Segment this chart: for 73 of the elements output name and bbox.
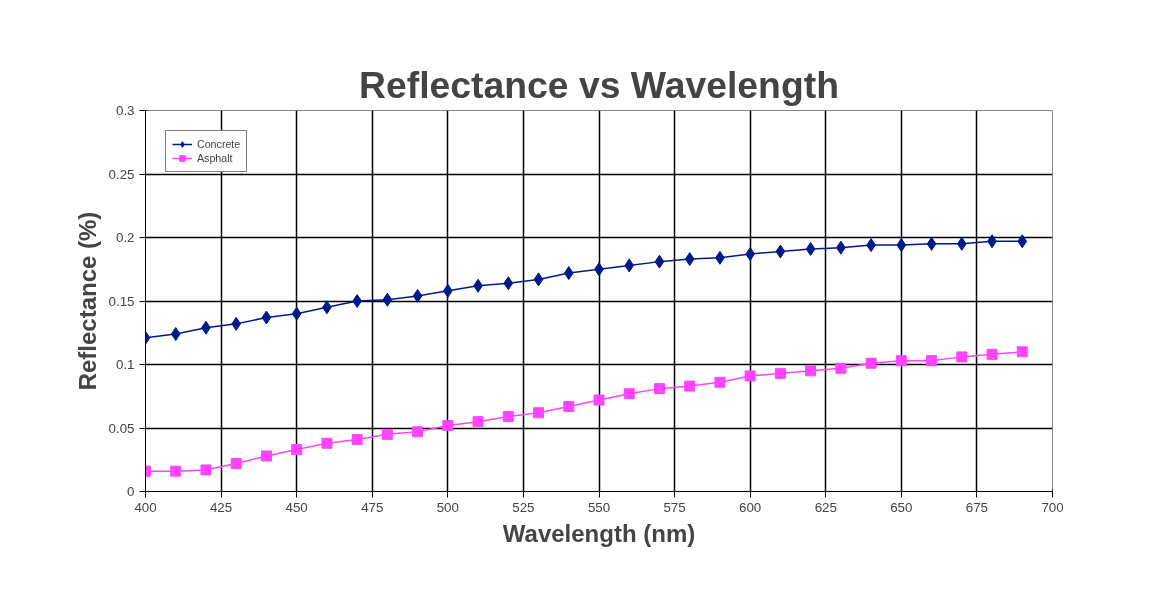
x-tick-label: 575 bbox=[663, 499, 686, 515]
point bbox=[835, 362, 847, 374]
point bbox=[896, 238, 907, 253]
point bbox=[502, 411, 514, 423]
x-tick-label: 675 bbox=[965, 499, 989, 515]
point bbox=[775, 244, 786, 259]
point bbox=[261, 310, 272, 325]
point bbox=[563, 400, 575, 412]
x-axis-title: Wavelength (nm) bbox=[502, 519, 696, 547]
point bbox=[170, 465, 182, 477]
y-tick-label: 0.05 bbox=[108, 420, 135, 436]
point bbox=[956, 351, 968, 363]
point bbox=[1016, 346, 1028, 358]
point bbox=[412, 426, 424, 438]
x-tick-label: 500 bbox=[436, 499, 459, 515]
y-tick-label: 0.1 bbox=[115, 357, 135, 372]
point bbox=[926, 355, 938, 367]
point bbox=[230, 458, 242, 470]
point bbox=[533, 272, 544, 287]
point bbox=[563, 266, 574, 281]
point bbox=[593, 394, 605, 406]
point bbox=[533, 407, 545, 419]
point bbox=[231, 316, 242, 331]
legend-label: Concrete bbox=[197, 137, 241, 151]
point bbox=[351, 433, 363, 445]
point bbox=[381, 428, 393, 440]
point bbox=[412, 288, 423, 303]
point bbox=[472, 416, 484, 428]
point bbox=[684, 380, 696, 392]
y-tick-label: 0.15 bbox=[108, 293, 135, 309]
y-axis-title: Reflectance (%) bbox=[73, 211, 101, 391]
point bbox=[865, 357, 877, 369]
point bbox=[260, 450, 272, 462]
x-tick-label: 700 bbox=[1041, 499, 1064, 515]
point bbox=[291, 444, 303, 456]
x-tick-label: 650 bbox=[890, 499, 913, 515]
x-tick-label: 625 bbox=[814, 499, 837, 515]
point bbox=[170, 327, 181, 342]
x-tick-label: 600 bbox=[739, 499, 762, 515]
x-tick-label: 450 bbox=[285, 499, 308, 515]
point bbox=[503, 276, 514, 291]
point bbox=[200, 464, 212, 476]
point bbox=[774, 367, 786, 379]
chart-title: Reflectance vs Wavelength bbox=[359, 63, 839, 106]
point bbox=[744, 370, 756, 382]
x-tick-label: 475 bbox=[361, 499, 384, 515]
point bbox=[956, 236, 967, 251]
point bbox=[986, 348, 998, 360]
y-tick-label: 0.3 bbox=[115, 103, 135, 118]
y-tick-label: 0.2 bbox=[115, 230, 135, 245]
point bbox=[926, 236, 937, 251]
legend-label: Asphalt bbox=[197, 151, 233, 165]
point bbox=[1017, 234, 1028, 249]
point bbox=[805, 365, 817, 377]
point bbox=[623, 388, 635, 400]
point bbox=[654, 254, 665, 269]
point bbox=[805, 241, 816, 256]
point bbox=[352, 294, 362, 308]
y-tick-label: 0 bbox=[127, 484, 135, 499]
x-tick-label: 525 bbox=[512, 499, 535, 515]
point bbox=[895, 355, 907, 367]
point bbox=[624, 258, 635, 273]
point bbox=[714, 376, 726, 388]
y-tick-label: 0.25 bbox=[108, 166, 135, 182]
x-tick-label: 425 bbox=[209, 499, 233, 515]
point bbox=[653, 383, 665, 395]
point bbox=[442, 419, 454, 431]
point bbox=[321, 437, 333, 449]
x-tick-label: 550 bbox=[587, 499, 611, 515]
point bbox=[684, 252, 695, 267]
point bbox=[382, 292, 393, 307]
x-tick-label: 400 bbox=[134, 499, 157, 515]
point bbox=[291, 306, 302, 321]
